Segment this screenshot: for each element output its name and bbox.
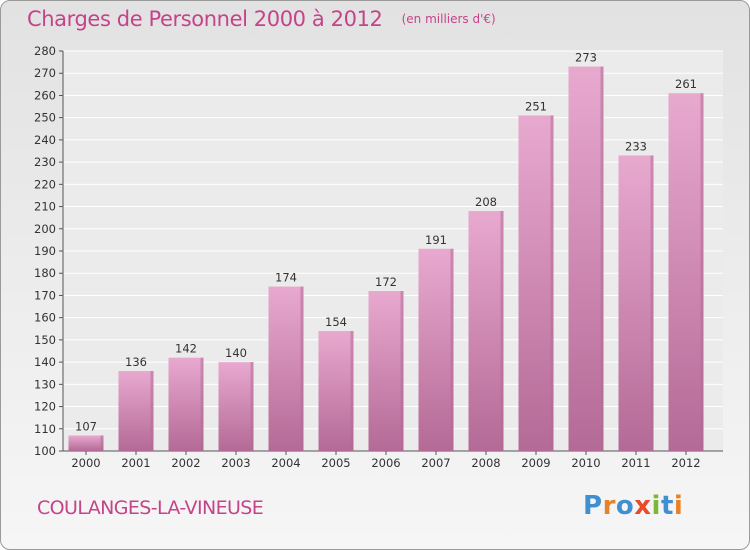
commune-name: COULANGES-LA-VINEUSE xyxy=(37,497,264,519)
y-tick-label: 130 xyxy=(34,377,56,391)
bar-edge xyxy=(300,286,304,451)
data-label: 136 xyxy=(125,355,147,369)
bar xyxy=(268,286,304,451)
x-tick-label: 2010 xyxy=(571,456,600,470)
bar-edge xyxy=(250,362,254,451)
data-label: 174 xyxy=(275,271,297,285)
bar-edge xyxy=(350,331,354,451)
y-tick-label: 220 xyxy=(34,177,56,191)
bar xyxy=(618,155,654,451)
bar xyxy=(68,435,104,451)
x-tick-label: 2008 xyxy=(471,456,500,470)
bar xyxy=(518,115,554,451)
y-tick-label: 140 xyxy=(34,355,56,369)
bar-edge xyxy=(100,435,104,451)
bar xyxy=(118,371,154,451)
y-tick-label: 260 xyxy=(34,88,56,102)
chart-subtitle: (en milliers d'€) xyxy=(401,12,496,26)
x-tick-label: 2001 xyxy=(121,456,150,470)
x-tick-label: 2000 xyxy=(71,456,100,470)
bar xyxy=(468,211,504,451)
bar-edge xyxy=(450,248,454,451)
data-label: 154 xyxy=(325,315,347,329)
x-tick-label: 2003 xyxy=(221,456,250,470)
logo-letter: o xyxy=(615,491,635,521)
bar xyxy=(418,248,454,451)
bar xyxy=(368,291,404,451)
y-tick-label: 240 xyxy=(34,133,56,147)
data-label: 208 xyxy=(475,195,497,209)
x-tick-label: 2005 xyxy=(321,456,350,470)
bar xyxy=(568,66,604,452)
bar xyxy=(218,362,254,451)
data-label: 233 xyxy=(625,139,647,153)
bar-edge xyxy=(700,93,704,451)
bar xyxy=(318,331,354,451)
bar xyxy=(168,357,204,451)
y-tick-label: 160 xyxy=(34,311,56,325)
y-tick-label: 180 xyxy=(34,266,56,280)
x-tick-label: 2002 xyxy=(171,456,200,470)
logo-letter: r xyxy=(602,491,616,521)
proxiti-logo: Proxiti xyxy=(583,491,683,521)
y-tick-label: 200 xyxy=(34,222,56,236)
bar-edge xyxy=(600,66,604,452)
chart-header: Charges de Personnel 2000 à 2012 (en mil… xyxy=(27,7,496,31)
bar xyxy=(668,93,704,451)
logo-letter: t xyxy=(660,491,674,521)
x-tick-label: 2011 xyxy=(621,456,650,470)
data-label: 273 xyxy=(575,51,597,65)
data-label: 107 xyxy=(75,419,97,433)
logo-letter: i xyxy=(673,491,684,521)
x-tick-label: 2006 xyxy=(371,456,400,470)
y-tick-label: 100 xyxy=(34,444,56,458)
x-tick-label: 2009 xyxy=(521,456,550,470)
bar-edge xyxy=(500,211,504,451)
x-tick-label: 2012 xyxy=(671,456,700,470)
y-tick-label: 110 xyxy=(34,422,56,436)
bar-edge xyxy=(650,155,654,451)
data-label: 142 xyxy=(175,342,197,356)
y-tick-label: 270 xyxy=(34,66,56,80)
bar-edge xyxy=(150,371,154,451)
data-label: 172 xyxy=(375,275,397,289)
bar-edge xyxy=(400,291,404,451)
data-label: 261 xyxy=(675,77,697,91)
y-tick-label: 150 xyxy=(34,333,56,347)
y-tick-label: 250 xyxy=(34,111,56,125)
logo-letter: x xyxy=(634,491,652,521)
y-tick-label: 190 xyxy=(34,244,56,258)
data-label: 251 xyxy=(525,99,547,113)
data-label: 191 xyxy=(425,233,447,247)
chart-title: Charges de Personnel 2000 à 2012 xyxy=(27,7,383,31)
data-label: 140 xyxy=(225,346,247,360)
y-tick-label: 170 xyxy=(34,288,56,302)
y-tick-label: 230 xyxy=(34,155,56,169)
x-tick-label: 2007 xyxy=(421,456,450,470)
logo-letter: i xyxy=(651,491,661,521)
bar-edge xyxy=(550,115,554,451)
y-tick-label: 210 xyxy=(34,200,56,214)
y-tick-label: 280 xyxy=(34,44,56,58)
x-tick-label: 2004 xyxy=(271,456,300,470)
logo-letter: P xyxy=(583,491,603,521)
y-tick-label: 120 xyxy=(34,400,56,414)
bar-edge xyxy=(200,357,204,451)
